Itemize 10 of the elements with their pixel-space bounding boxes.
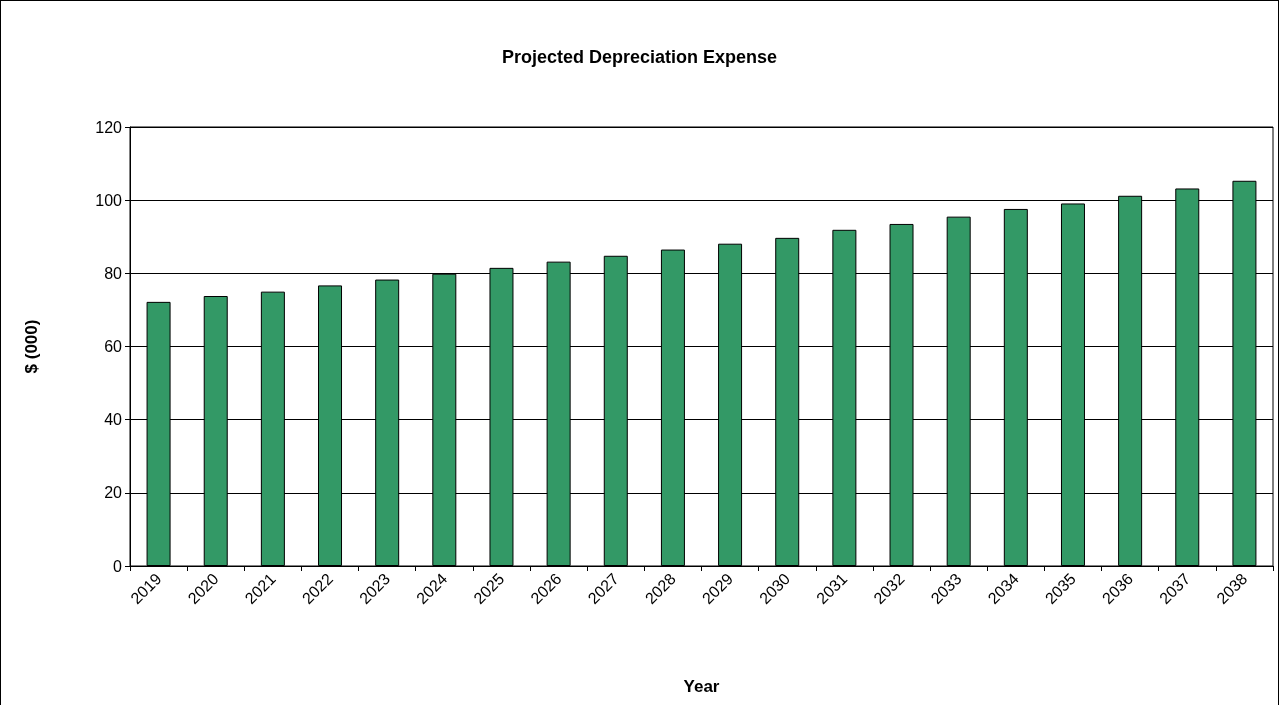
chart-title: Projected Depreciation Expense (501, 47, 778, 67)
y-tick-label: 60 (104, 338, 123, 355)
x-axis-title: Year (683, 677, 720, 696)
y-axis-title: $ (000) (22, 319, 41, 374)
y-tick-label: 80 (104, 264, 123, 282)
y-tick-label: 0 (113, 557, 123, 575)
y-tick-label: 120 (95, 118, 123, 136)
y-tick-label: 40 (104, 411, 123, 429)
y-tick-label: 100 (95, 191, 123, 209)
y-tick-label: 20 (104, 484, 123, 502)
